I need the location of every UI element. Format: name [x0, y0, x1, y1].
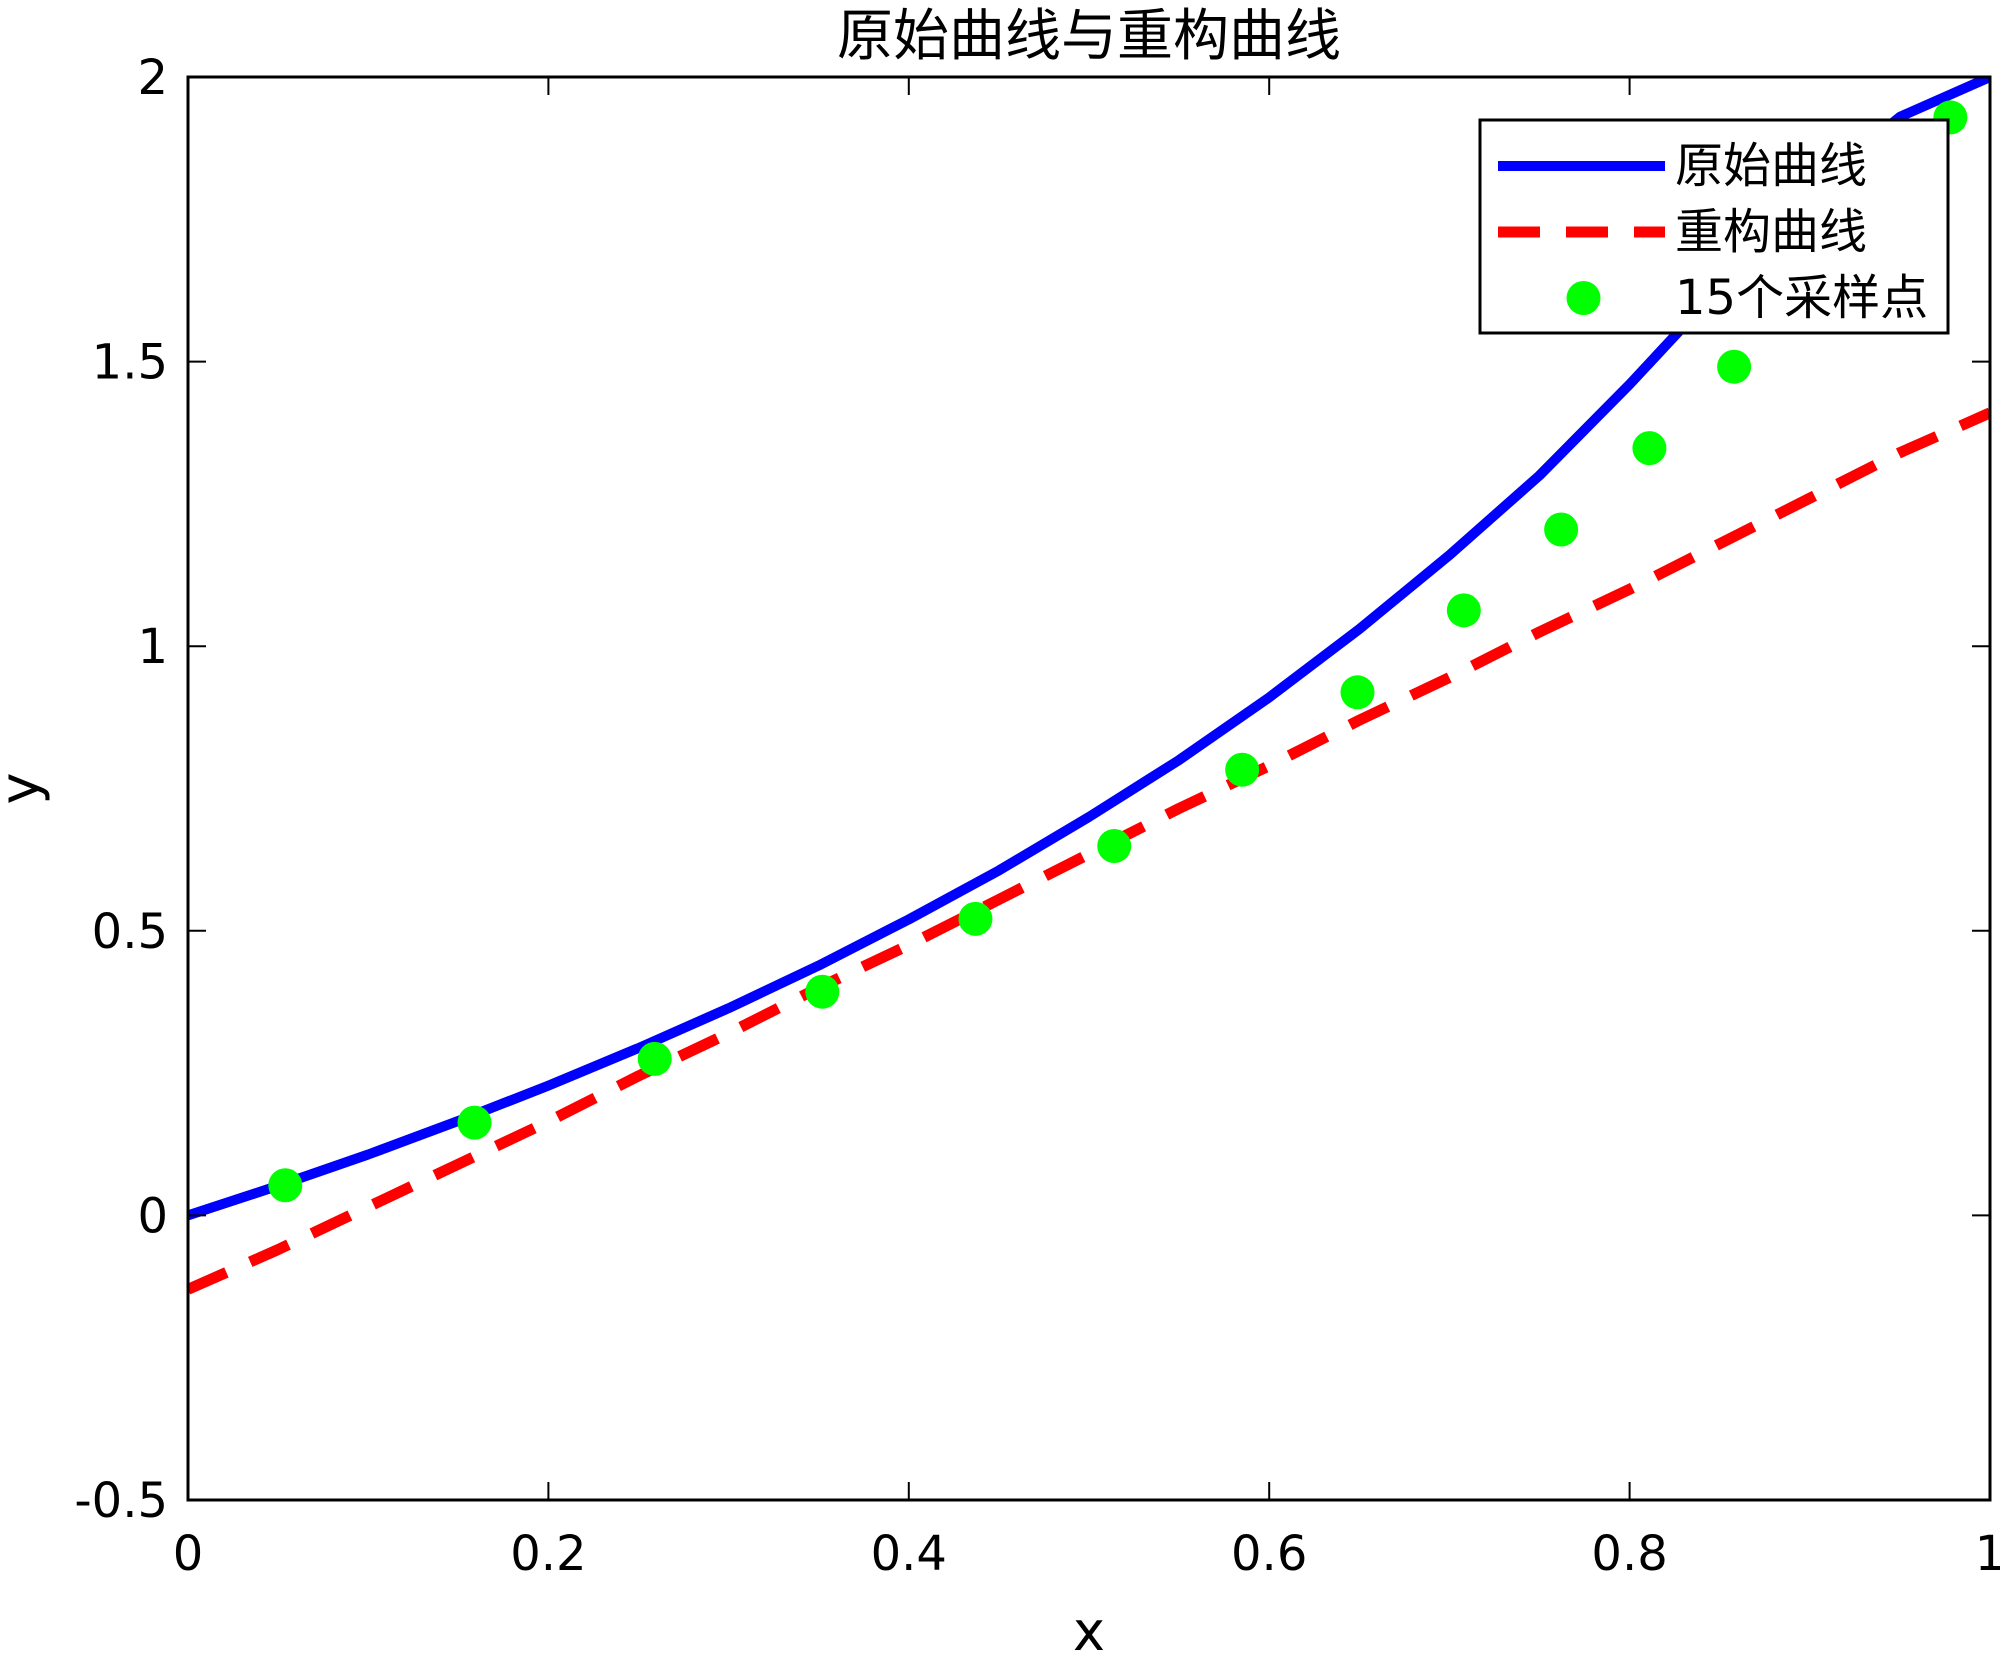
sample-point: [637, 1041, 672, 1076]
x-tick-label: 0.2: [510, 1526, 586, 1582]
sample-point: [1225, 752, 1260, 787]
x-tick-label: 0: [173, 1526, 204, 1582]
sample-point: [1717, 349, 1752, 384]
sample-point: [805, 974, 840, 1009]
x-tick-label: 0.4: [871, 1526, 947, 1582]
sample-point: [1340, 675, 1375, 710]
x-tick-label: 0.8: [1591, 1526, 1667, 1582]
y-tick-label: 0: [137, 1188, 168, 1244]
sample-point: [1446, 593, 1481, 628]
x-tick-label: 1: [1975, 1526, 2000, 1582]
chart-title: 原始曲线与重构曲线: [837, 4, 1341, 69]
legend-label: 重构曲线: [1675, 204, 1867, 260]
sample-point: [958, 901, 993, 936]
sample-point: [268, 1168, 303, 1203]
sample-point: [457, 1105, 492, 1140]
sample-point: [1097, 828, 1132, 863]
plot-frame: [186, 75, 1992, 1502]
legend-swatch-samples: [1566, 281, 1601, 315]
y-tick-label: -0.5: [74, 1473, 168, 1529]
sample-point: [1544, 512, 1579, 547]
y-tick-label: 2: [137, 50, 168, 106]
y-axis-label: y: [0, 773, 51, 805]
y-tick-label: 0.5: [92, 904, 168, 960]
y-tick-label: 1.5: [92, 335, 168, 391]
legend-label: 15个采样点: [1675, 270, 1928, 326]
series-line-reconstructed: [188, 407, 1990, 1295]
axes-layer: 0 0.2 0.4 0.6 0.8 121.510.50-0.5: [74, 50, 2000, 1582]
legend-label: 原始曲线: [1675, 138, 1867, 194]
x-tick-label: 0.6: [1231, 1526, 1307, 1582]
y-tick-label: 1: [137, 619, 168, 675]
x-axis-label: x: [1073, 1600, 1105, 1663]
sample-point: [1632, 431, 1667, 466]
legend-box: [1478, 118, 1950, 335]
